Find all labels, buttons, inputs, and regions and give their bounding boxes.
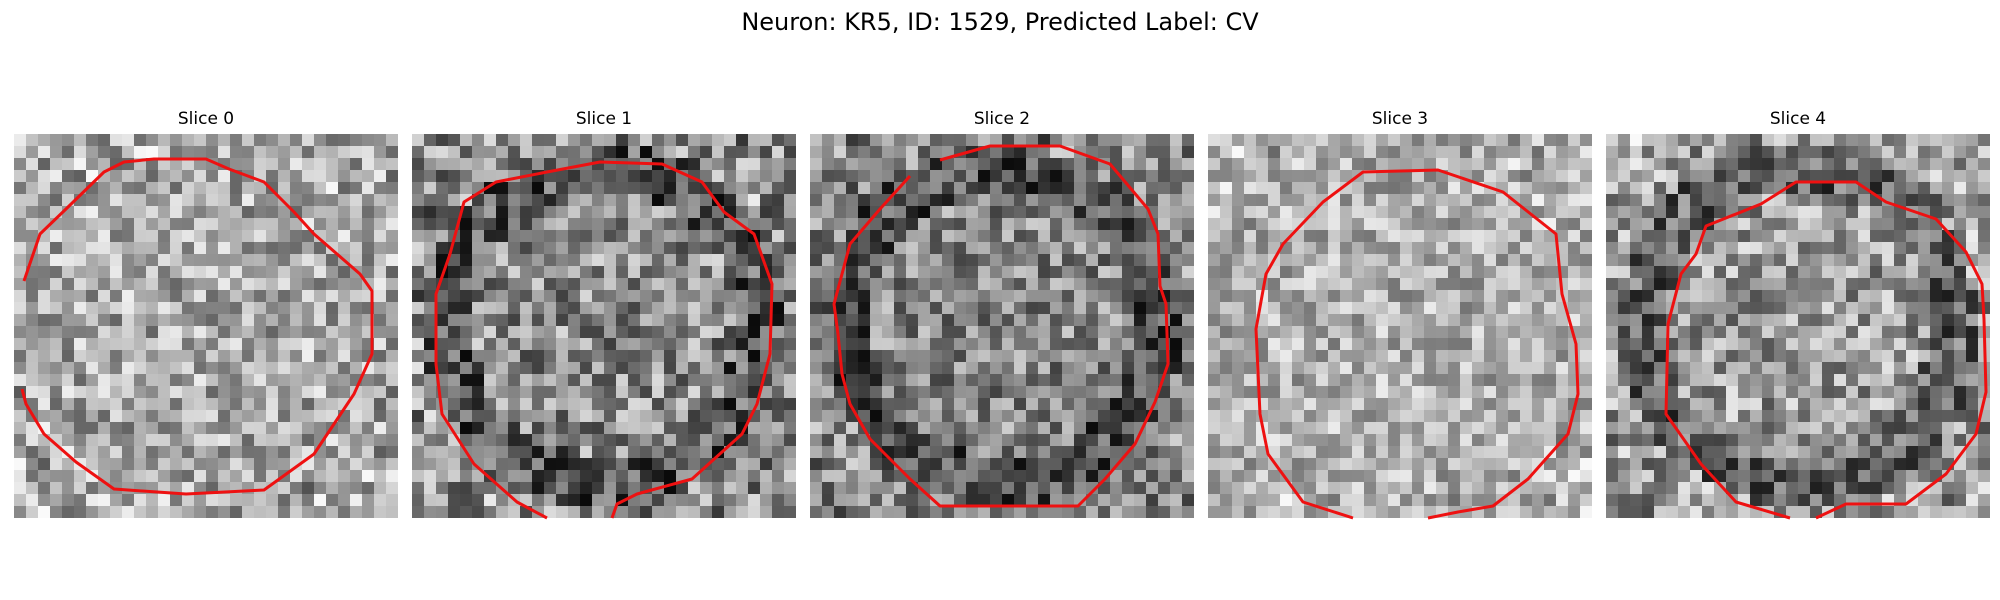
slice-image-0 (14, 134, 398, 518)
slice-panel-2: Slice 2 (810, 108, 1194, 518)
grayscale-slice-image (1606, 134, 1990, 518)
slice-title: Slice 0 (177, 109, 235, 129)
slice-title: Slice 2 (973, 109, 1031, 129)
grayscale-slice-image (412, 134, 796, 518)
segmentation-contour (1664, 180, 1988, 520)
slice-title: Slice 3 (1371, 109, 1429, 129)
slice-title: Slice 4 (1769, 109, 1827, 129)
segmentation-contour (832, 144, 1170, 508)
figure-title: Neuron: KR5, ID: 1529, Predicted Label: … (741, 8, 1259, 36)
slice-image-2 (810, 134, 1194, 518)
slice-panel-4: Slice 4 (1606, 108, 1990, 520)
slice-image-1 (412, 134, 796, 520)
slice-image-3 (1208, 134, 1592, 520)
segmentation-contour (1254, 168, 1580, 520)
segmentation-contour (20, 157, 374, 496)
grayscale-slice-image (1208, 134, 1592, 518)
segmentation-contour (434, 160, 774, 520)
grayscale-slice-image (810, 134, 1194, 518)
slice-image-4 (1606, 134, 1990, 520)
slice-panel-0: Slice 0 (14, 108, 398, 518)
slice-panel-3: Slice 3 (1208, 108, 1592, 520)
slice-title: Slice 1 (575, 109, 633, 129)
slice-panel-1: Slice 1 (412, 108, 796, 520)
